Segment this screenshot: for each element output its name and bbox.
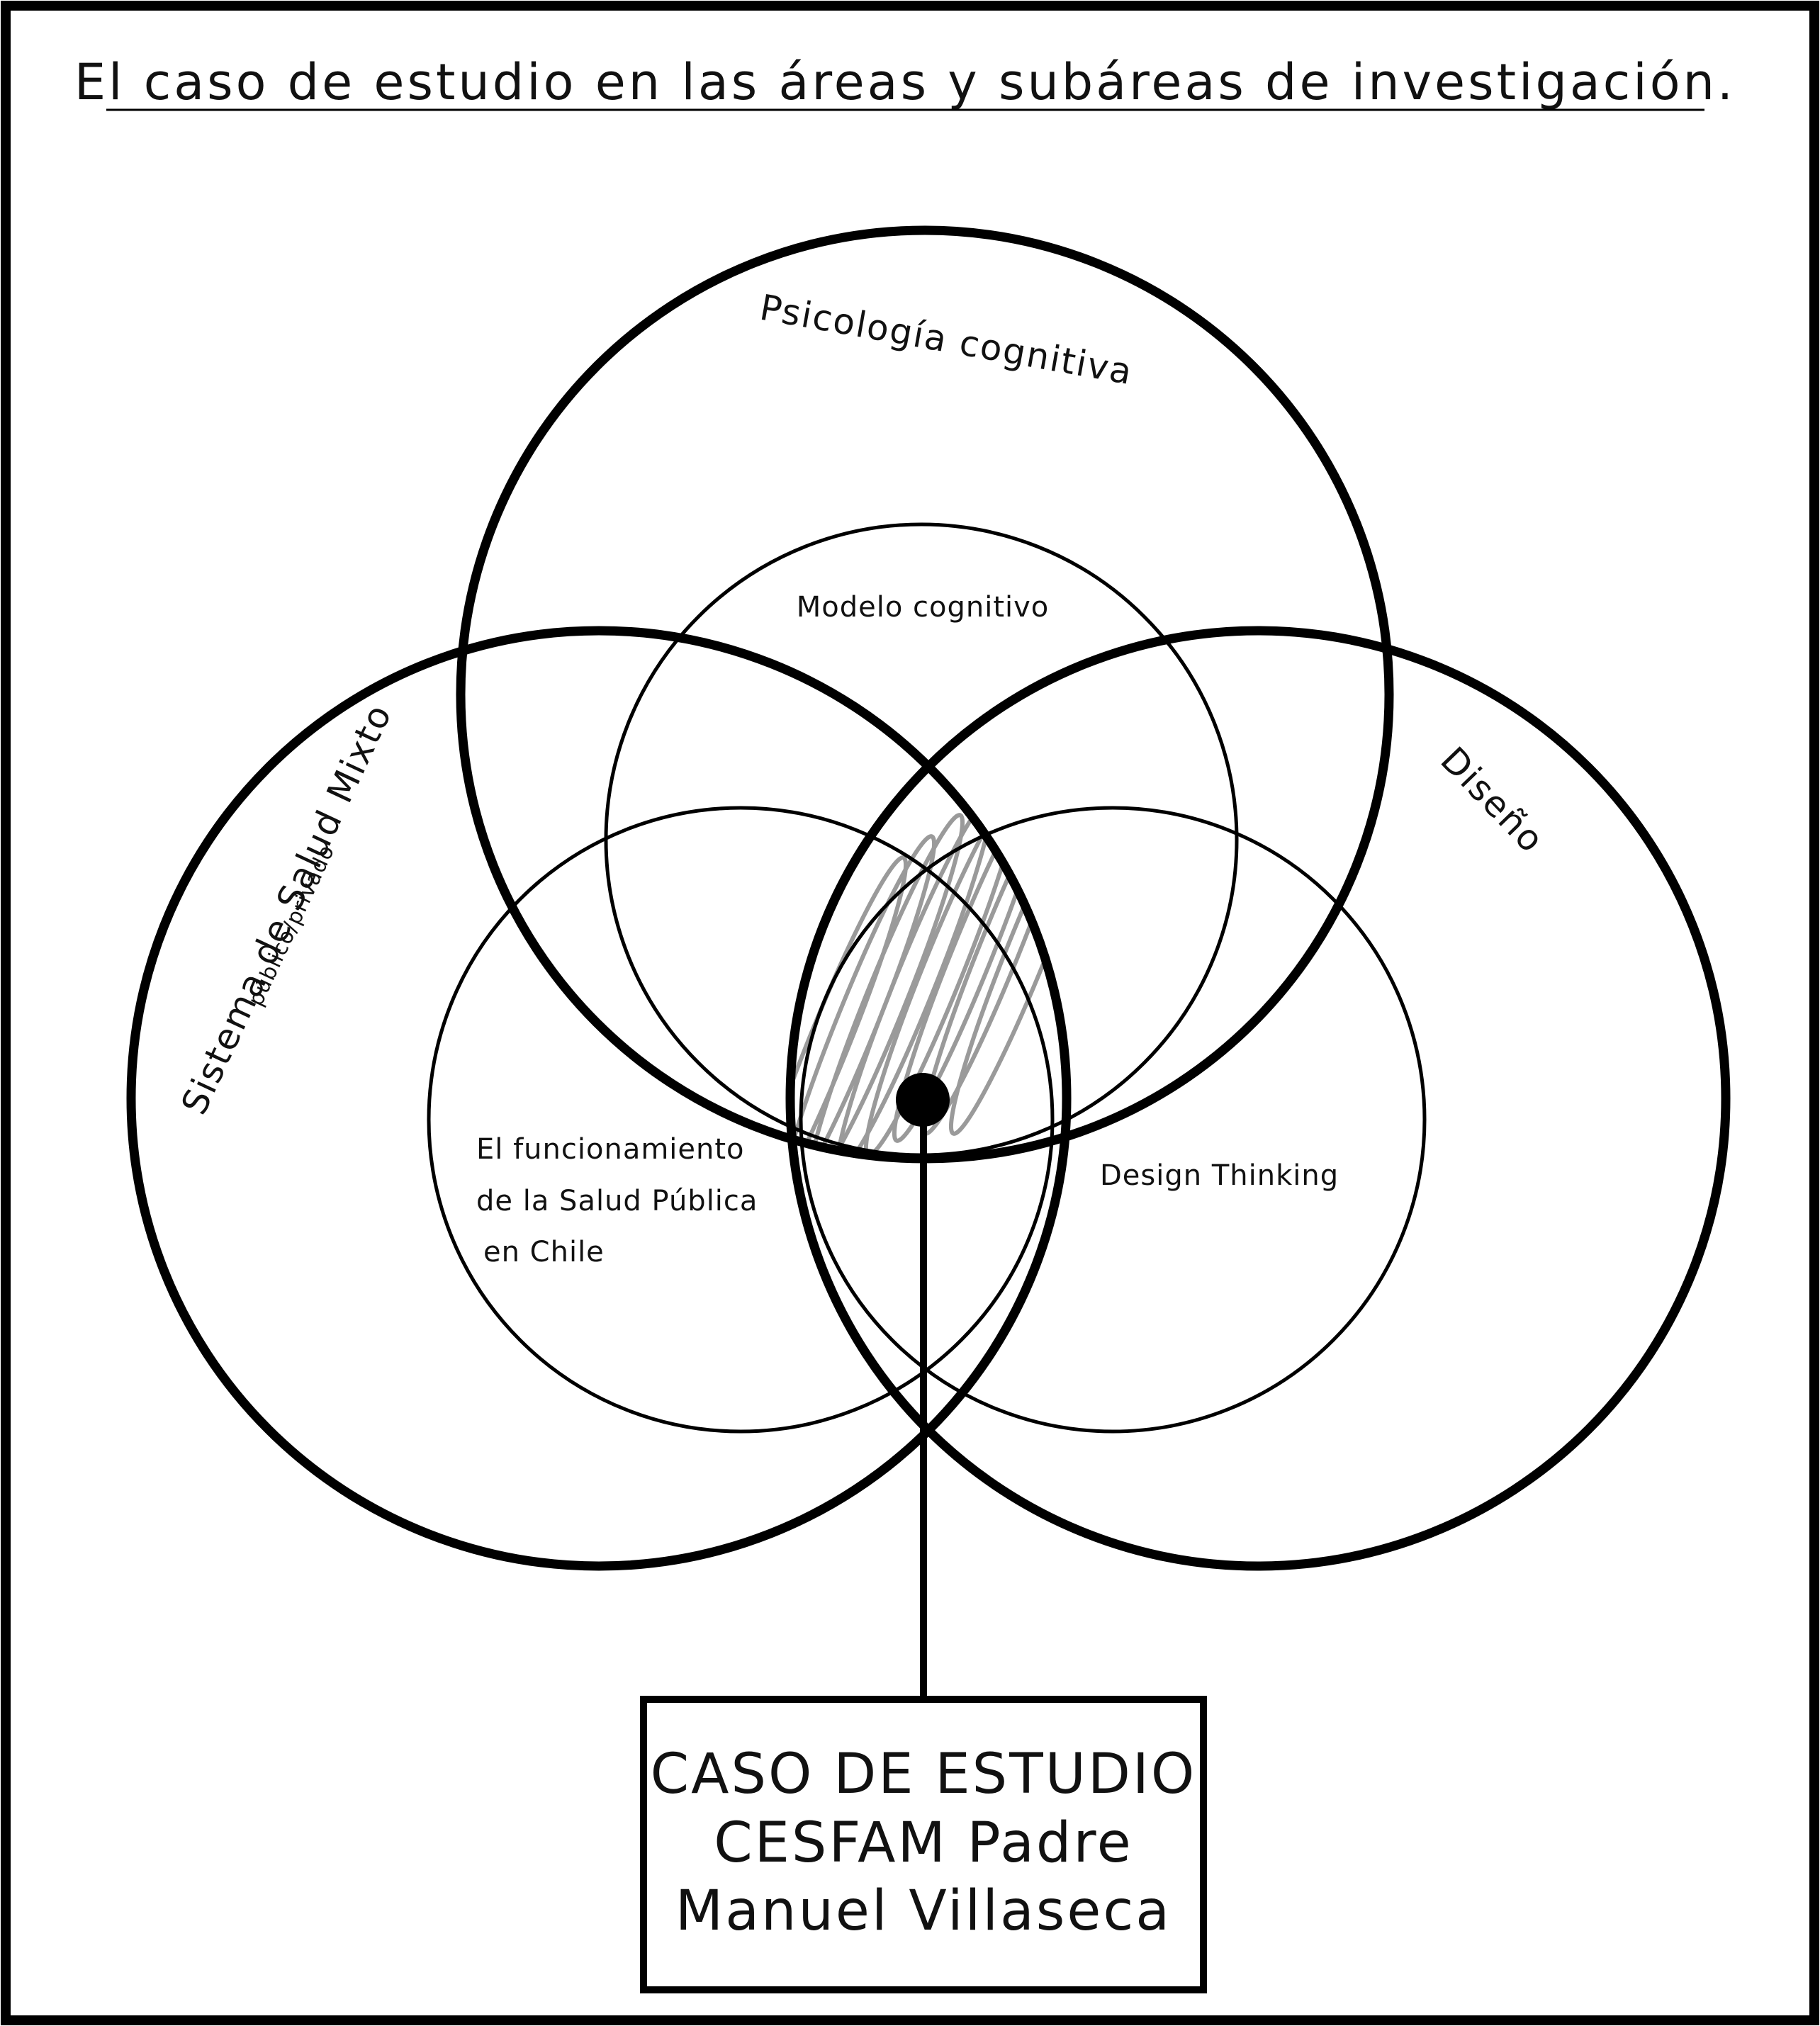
circle-sistema-salud-mixto <box>126 626 1072 1571</box>
label-funcionamiento-line1: El funcionamiento <box>476 1133 745 1166</box>
case-box-line1: CASO DE ESTUDIO <box>651 1743 1197 1806</box>
circle-diseno <box>785 626 1731 1571</box>
label-psicologia-cognitiva: Psicología cognitiva <box>757 287 1136 393</box>
circle-design-thinking <box>799 806 1427 1434</box>
case-box-line2: CESFAM Padre <box>714 1811 1133 1875</box>
label-funcionamiento-line2: de la Salud Pública <box>476 1185 758 1217</box>
label-modelo-cognitivo: Modelo cognitivo <box>797 591 1050 624</box>
circle-funcionamiento-salud <box>427 806 1055 1434</box>
case-box-line3: Manuel Villaseca <box>675 1879 1172 1943</box>
case-study-box <box>640 1696 1207 1993</box>
label-design-thinking: Design Thinking <box>1100 1159 1339 1192</box>
label-funcionamiento-line3: en Chile <box>483 1236 605 1268</box>
page-title: El caso de estudio en las áreas y subáre… <box>74 53 1736 111</box>
label-diseno: Diseño <box>1432 739 1552 861</box>
